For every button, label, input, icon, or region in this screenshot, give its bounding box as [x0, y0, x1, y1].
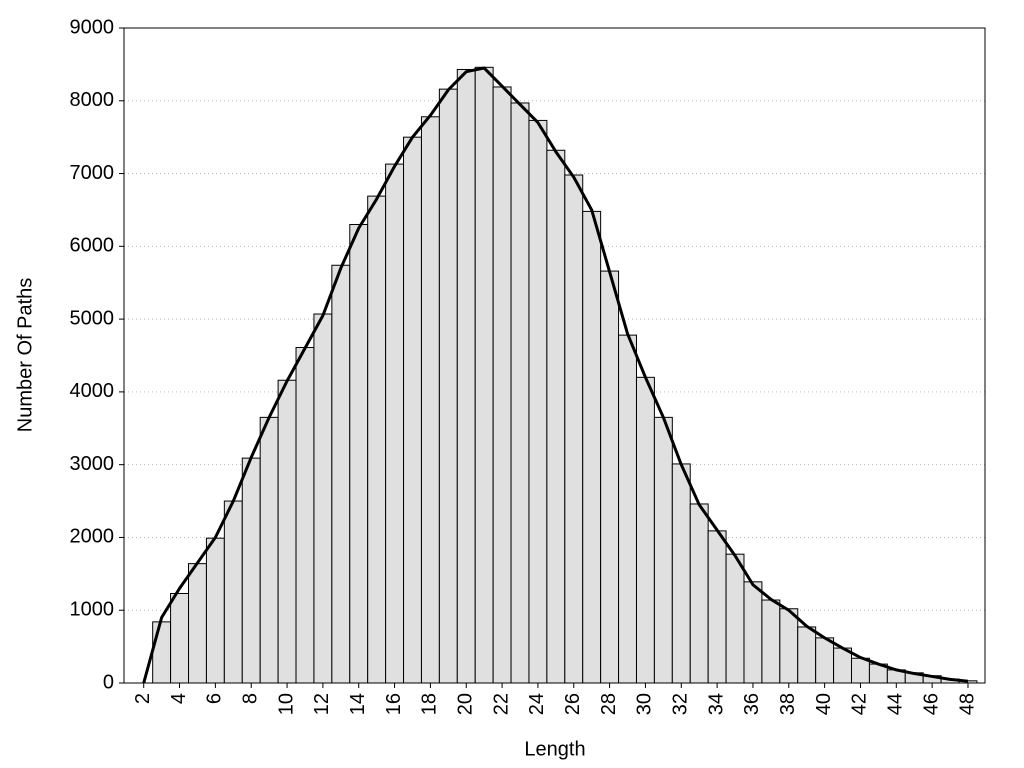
bar	[492, 86, 512, 684]
bar	[653, 416, 673, 684]
y-tick-label: 6000	[70, 235, 115, 257]
x-tick-label: 24	[526, 693, 548, 715]
x-tick-label: 12	[311, 693, 333, 715]
plot-frame	[123, 27, 986, 684]
bar	[367, 195, 387, 684]
bar	[564, 174, 584, 684]
bar	[152, 621, 172, 684]
bar	[618, 334, 637, 684]
x-tick-label: 4	[168, 693, 190, 704]
x-tick-label: 38	[777, 693, 799, 715]
x-tick-label: 2	[132, 693, 154, 704]
x-tick-label: 48	[956, 693, 978, 715]
x-tick-label: 40	[813, 693, 835, 715]
x-tick-label: 28	[598, 693, 620, 715]
bar	[295, 346, 315, 684]
x-tick-label: 46	[920, 693, 942, 715]
bar	[438, 88, 458, 684]
bar	[349, 224, 369, 684]
y-tick-label: 2000	[70, 526, 115, 548]
x-tick-label: 8	[240, 693, 262, 704]
bar	[241, 457, 261, 684]
bar	[474, 66, 494, 684]
bar	[600, 270, 620, 684]
bar	[403, 136, 422, 684]
bar	[456, 68, 476, 684]
y-tick-label: 8000	[70, 89, 115, 111]
bar	[797, 626, 817, 684]
x-tick-label: 16	[383, 693, 405, 715]
x-tick-label: 10	[275, 693, 297, 715]
bar	[671, 463, 691, 684]
bar	[420, 116, 440, 684]
bar	[188, 563, 207, 684]
x-tick-label: 32	[670, 693, 692, 715]
x-tick-label: 22	[490, 693, 512, 715]
x-tick-label: 42	[849, 693, 871, 715]
x-tick-label: 30	[634, 693, 656, 715]
bar	[815, 637, 835, 684]
bar	[205, 537, 225, 684]
bar	[313, 313, 333, 684]
bar	[546, 149, 566, 684]
y-tick-label: 0	[103, 671, 114, 693]
bar	[779, 608, 799, 684]
bar	[223, 500, 243, 684]
line	[142, 66, 969, 684]
y-tick-label: 7000	[70, 162, 115, 184]
bar	[833, 647, 853, 684]
bar	[277, 379, 297, 684]
bar	[331, 264, 351, 684]
x-tick-label: 6	[204, 693, 226, 704]
bar	[707, 530, 727, 684]
y-tick-label: 1000	[70, 599, 115, 621]
y-tick-label: 5000	[70, 307, 115, 329]
x-tick-label: 14	[347, 693, 369, 715]
bar	[689, 503, 709, 684]
bar	[385, 163, 405, 684]
y-tick-label: 4000	[70, 380, 115, 402]
bar	[851, 657, 870, 684]
bar	[743, 581, 763, 684]
x-tick-label: 26	[562, 693, 584, 715]
bar	[725, 553, 745, 684]
y-tick-label: 9000	[70, 16, 115, 38]
bar	[259, 416, 279, 684]
bar	[510, 102, 530, 684]
y-tick-label: 3000	[70, 453, 115, 475]
x-axis-label: Length	[524, 738, 585, 760]
x-tick-label: 20	[455, 693, 477, 715]
x-tick-label: 36	[741, 693, 763, 715]
bar	[582, 210, 602, 684]
x-tick-label: 44	[885, 693, 907, 715]
bar	[635, 376, 655, 684]
y-axis-label: Number Of Paths	[14, 278, 36, 433]
x-tick-label: 18	[419, 693, 441, 715]
x-tick-label: 34	[705, 693, 727, 715]
bar	[528, 119, 548, 684]
bar	[170, 592, 190, 684]
bar	[761, 599, 781, 684]
